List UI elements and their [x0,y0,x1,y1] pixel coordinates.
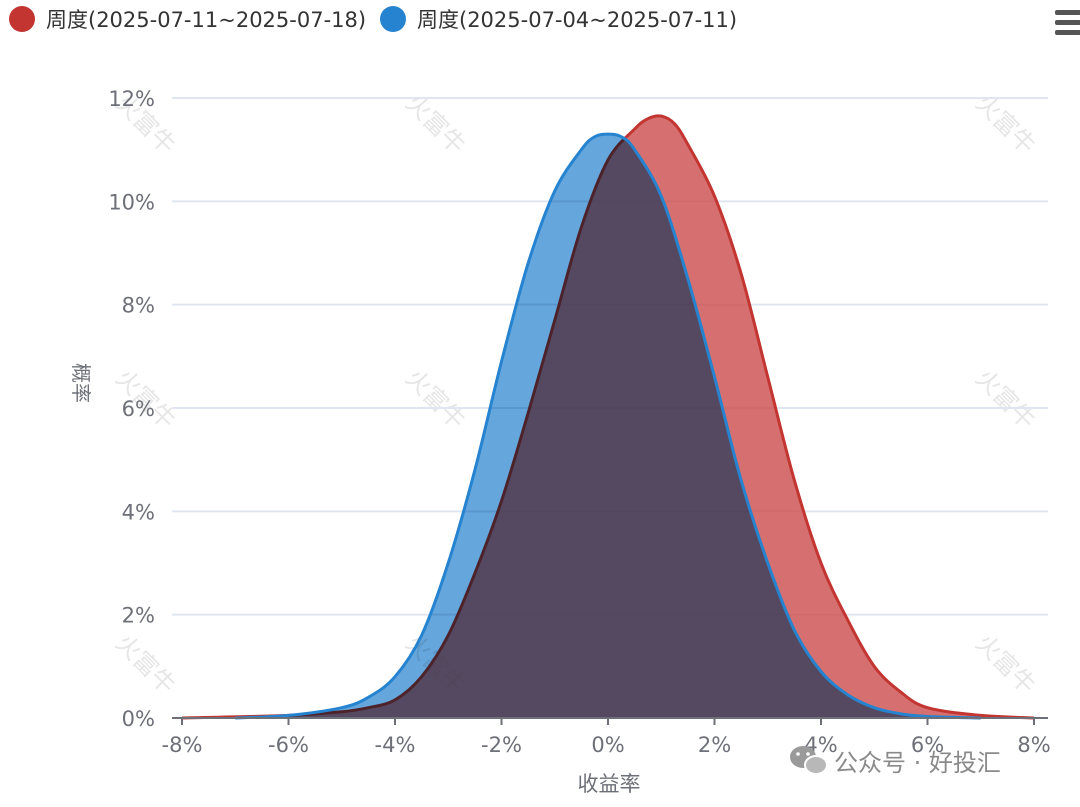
legend-item-1[interactable]: 周度(2025-07-11~2025-07-18) [9,6,366,32]
legend-item-2[interactable]: 周度(2025-07-04~2025-07-11) [380,6,737,32]
x-tick-label: -4% [375,733,416,757]
watermark-text: 火富牛 [110,629,181,700]
attribution: 公众号 · 好投汇 [790,746,1001,777]
x-tick-label: -8% [162,733,203,757]
y-tick-label: 2% [122,604,155,628]
y-tick-label: 0% [122,707,155,731]
y-tick-label: 6% [122,397,155,421]
y-axis-label: 概率 [69,363,93,403]
x-tick-label: 8% [1017,733,1050,757]
legend[interactable]: 周度(2025-07-11~2025-07-18) 周度(2025-07-04~2… [9,6,737,32]
attribution-text: 公众号 · 好投汇 [834,749,1001,777]
y-tick-label: 12% [108,87,155,111]
wechat-icon [790,746,828,775]
x-tick-label: 6% [911,733,944,757]
x-tick-label: -6% [268,733,309,757]
watermark-text: 火富牛 [970,89,1041,160]
axis-layer: -8% -6% -4% -2% 0% 2% 4% 6% 8%0%2%4%6%8%10%12% [108,87,1050,757]
watermark-text: 火富牛 [970,364,1041,435]
watermark-text: 火富牛 [970,629,1041,700]
legend-marker-1 [9,6,35,32]
y-tick-label: 8% [122,294,155,318]
x-axis-label: 收益率 [578,772,641,796]
x-tick-label: 0% [591,733,624,757]
y-tick-label: 10% [108,190,155,214]
hamburger-menu-icon[interactable] [1055,10,1080,35]
watermark-text: 火富牛 [400,89,471,160]
legend-label-1: 周度(2025-07-11~2025-07-18) [46,8,366,32]
series-area-2 [235,134,981,718]
series-line-2 [235,132,981,720]
series-layer [181,114,1035,720]
y-tick-label: 4% [122,500,155,524]
legend-marker-2 [380,6,406,32]
legend-label-2: 周度(2025-07-04~2025-07-11) [417,8,737,32]
x-tick-label: 2% [698,733,731,757]
watermark-text: 火富牛 [400,364,471,435]
x-tick-label: -2% [481,733,522,757]
